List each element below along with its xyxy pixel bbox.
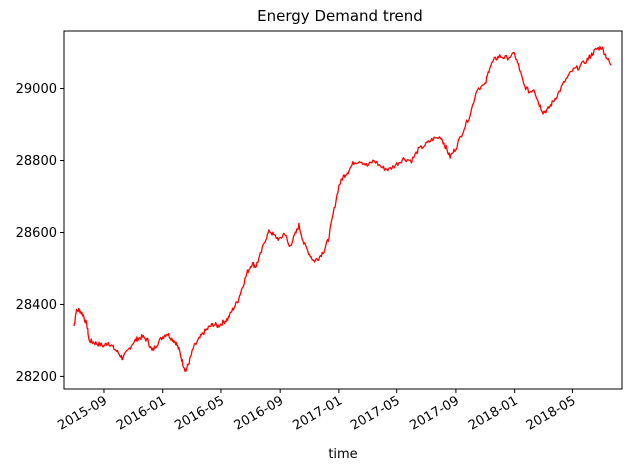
x-axis-label: time [328,447,357,462]
x-tick-label: 2016-05 [172,393,227,433]
x-tick-label: 2018-01 [466,393,521,433]
y-tick-label: 28800 [16,154,57,169]
x-tick-label: 2018-05 [524,393,579,433]
x-tick-label: 2016-01 [114,393,169,433]
plot-area [73,45,612,372]
x-tick-label: 2015-09 [55,393,110,433]
y-tick-label: 28400 [16,298,57,313]
y-tick-label: 29000 [16,82,57,97]
y-axis: 28200 28400 28600 28800 29000 [16,82,64,385]
x-axis: 2015-09 2016-01 2016-05 2016-09 2017-01 2017-… [55,389,578,434]
y-tick-label: 28200 [16,370,57,385]
chart-title: Energy Demand trend [257,7,423,25]
series-line [73,45,612,372]
x-tick-label: 2017-01 [290,393,345,433]
y-tick-label: 28600 [16,226,57,241]
x-tick-label: 2016-09 [232,393,287,433]
x-tick-label: 2017-09 [407,393,462,433]
x-tick-label: 2017-05 [348,393,403,433]
axes-frame [63,30,623,390]
